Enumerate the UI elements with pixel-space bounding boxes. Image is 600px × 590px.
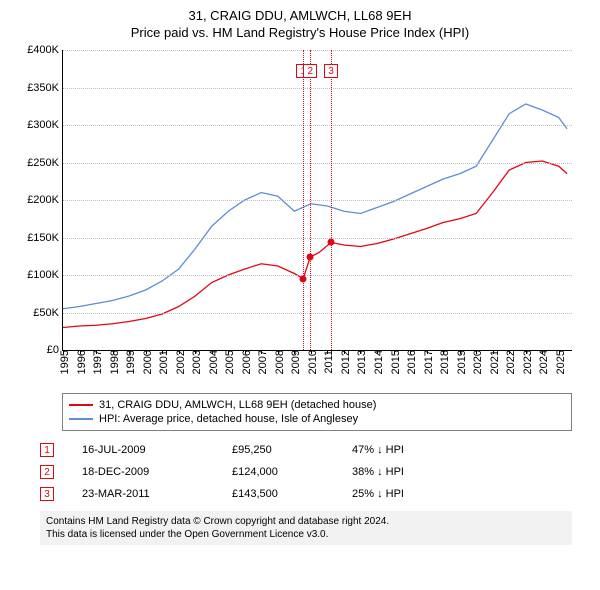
sale-marker-vline xyxy=(310,50,311,350)
y-tick-label: £250K xyxy=(27,157,63,169)
y-tick-label: £350K xyxy=(27,82,63,94)
x-tick-label: 2002 xyxy=(171,350,187,374)
legend-row-hpi: HPI: Average price, detached house, Isle… xyxy=(69,412,565,426)
x-tick-label: 2000 xyxy=(138,350,154,374)
chart-plot-area: £0£50K£100K£150K£200K£250K£300K£350K£400… xyxy=(62,50,572,351)
gridline-h xyxy=(63,313,572,314)
gridline-h xyxy=(63,125,572,126)
x-tick-label: 2004 xyxy=(204,350,220,374)
sales-row-marker: 2 xyxy=(40,465,54,479)
x-tick-label: 2014 xyxy=(369,350,385,374)
y-tick-label: £150K xyxy=(27,232,63,244)
x-tick-label: 1998 xyxy=(105,350,121,374)
chart-title-subtitle: Price paid vs. HM Land Registry's House … xyxy=(10,25,590,40)
x-tick-label: 2022 xyxy=(501,350,517,374)
sale-marker-vline xyxy=(331,50,332,350)
chart-legend: 31, CRAIG DDU, AMLWCH, LL68 9EH (detache… xyxy=(62,393,572,431)
sales-row-date: 23-MAR-2011 xyxy=(82,488,232,500)
x-tick-label: 1995 xyxy=(55,350,71,374)
sales-row-date: 16-JUL-2009 xyxy=(82,444,232,456)
x-tick-label: 1996 xyxy=(72,350,88,374)
x-tick-label: 2023 xyxy=(518,350,534,374)
figure-container: 31, CRAIG DDU, AMLWCH, LL68 9EH Price pa… xyxy=(0,0,600,590)
gridline-h xyxy=(63,163,572,164)
sales-row-diff: 25% ↓ HPI xyxy=(352,488,572,500)
y-tick-label: £100K xyxy=(27,269,63,281)
sales-row: 2 18-DEC-2009£124,00038% ↓ HPI xyxy=(40,461,572,483)
series-line-hpi xyxy=(63,104,567,309)
legend-row-property: 31, CRAIG DDU, AMLWCH, LL68 9EH (detache… xyxy=(69,398,565,412)
gridline-h xyxy=(63,88,572,89)
chart-titles: 31, CRAIG DDU, AMLWCH, LL68 9EH Price pa… xyxy=(10,8,590,40)
sales-row-date: 18-DEC-2009 xyxy=(82,466,232,478)
x-tick-label: 2021 xyxy=(485,350,501,374)
x-tick-label: 1997 xyxy=(88,350,104,374)
x-tick-label: 2016 xyxy=(402,350,418,374)
y-tick-label: £400K xyxy=(27,44,63,56)
x-tick-label: 1999 xyxy=(121,350,137,374)
legend-swatch-property xyxy=(69,404,93,406)
y-tick-label: £300K xyxy=(27,119,63,131)
gridline-h xyxy=(63,275,572,276)
chart-title-address: 31, CRAIG DDU, AMLWCH, LL68 9EH xyxy=(10,8,590,23)
x-tick-label: 2005 xyxy=(220,350,236,374)
legend-label-hpi: HPI: Average price, detached house, Isle… xyxy=(99,413,358,425)
footer-line2: This data is licensed under the Open Gov… xyxy=(46,528,566,541)
gridline-h xyxy=(63,50,572,51)
sales-row-price: £95,250 xyxy=(232,444,352,456)
x-tick-label: 2017 xyxy=(419,350,435,374)
x-tick-label: 2024 xyxy=(534,350,550,374)
x-tick-label: 2015 xyxy=(386,350,402,374)
x-tick-label: 2013 xyxy=(352,350,368,374)
footer-line1: Contains HM Land Registry data © Crown c… xyxy=(46,515,566,528)
gridline-h xyxy=(63,200,572,201)
sales-row-marker: 3 xyxy=(40,487,54,501)
sale-marker-point xyxy=(328,239,335,246)
x-tick-label: 2001 xyxy=(154,350,170,374)
x-tick-label: 2009 xyxy=(286,350,302,374)
x-tick-label: 2010 xyxy=(303,350,319,374)
sales-row-price: £143,500 xyxy=(232,488,352,500)
x-tick-label: 2019 xyxy=(452,350,468,374)
series-line-property xyxy=(63,161,567,328)
sales-row-marker: 1 xyxy=(40,443,54,457)
sale-marker-vline xyxy=(303,50,304,350)
gridline-h xyxy=(63,238,572,239)
legend-label-property: 31, CRAIG DDU, AMLWCH, LL68 9EH (detache… xyxy=(99,399,376,411)
x-tick-label: 2006 xyxy=(237,350,253,374)
x-tick-label: 2003 xyxy=(187,350,203,374)
sale-marker-box: 2 xyxy=(303,64,317,78)
x-tick-label: 2020 xyxy=(468,350,484,374)
x-tick-label: 2018 xyxy=(435,350,451,374)
sale-marker-box: 3 xyxy=(324,64,338,78)
x-tick-label: 2008 xyxy=(270,350,286,374)
sales-row: 3 23-MAR-2011£143,50025% ↓ HPI xyxy=(40,483,572,505)
sales-row-price: £124,000 xyxy=(232,466,352,478)
sales-row: 1 16-JUL-2009£95,25047% ↓ HPI xyxy=(40,439,572,461)
x-tick-label: 2012 xyxy=(336,350,352,374)
y-tick-label: £200K xyxy=(27,194,63,206)
attribution-footer: Contains HM Land Registry data © Crown c… xyxy=(40,511,572,545)
legend-swatch-hpi xyxy=(69,418,93,420)
sales-table: 1 16-JUL-2009£95,25047% ↓ HPI 2 18-DEC-2009… xyxy=(40,439,572,505)
x-tick-label: 2007 xyxy=(253,350,269,374)
x-tick-label: 2025 xyxy=(551,350,567,374)
sales-row-diff: 47% ↓ HPI xyxy=(352,444,572,456)
x-tick-label: 2011 xyxy=(319,350,335,374)
sale-marker-point xyxy=(300,275,307,282)
sale-marker-point xyxy=(307,254,314,261)
y-tick-label: £50K xyxy=(33,307,63,319)
sales-row-diff: 38% ↓ HPI xyxy=(352,466,572,478)
